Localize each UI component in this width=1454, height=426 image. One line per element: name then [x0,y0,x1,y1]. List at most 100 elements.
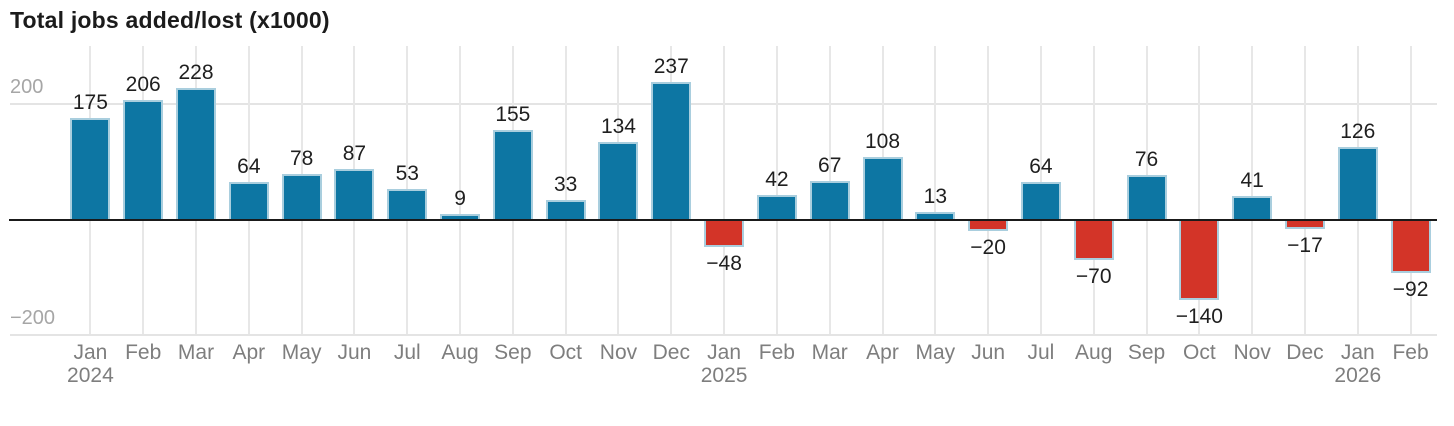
x-axis-month-label: Sep [494,341,532,364]
x-axis-month-label: May [915,341,956,364]
month-band: 53 [381,46,434,334]
bar-value-label: 64 [237,155,261,179]
x-axis-month-label: Nov [1233,341,1271,364]
x-axis-month-label: May [281,341,322,364]
bar-may [281,174,322,220]
y-axis-tick-label: −200 [10,307,56,329]
month-band: 228 [170,46,223,334]
x-axis-month-label: Nov [599,341,638,364]
bar-apr [228,182,269,220]
bar-aug [440,214,481,220]
month-band: 206 [117,46,170,334]
x-axis-month-label: Mar [811,341,848,364]
x-axis-label: Feb [1384,341,1437,364]
bar-value-label: 206 [125,73,161,97]
bar-value-label: 67 [818,153,842,177]
vertical-gridline [459,46,462,334]
x-axis-label: Jun [962,341,1015,364]
bar-value-label: −92 [1392,277,1429,301]
month-band: 9 [434,46,487,334]
bar-value-label: 13 [923,184,947,208]
month-band: −20 [962,46,1015,334]
x-axis-month-label: Oct [1183,341,1216,364]
bar-feb [123,100,164,220]
x-axis-month-label: Jul [1027,341,1055,364]
bar-value-label: 41 [1240,168,1264,192]
month-band: 87 [328,46,381,334]
vertical-gridline [564,46,567,334]
x-axis-label: Sep [486,341,539,364]
zero-axis-line [9,218,1437,221]
bar-value-label: −70 [1075,264,1112,288]
x-axis-label: Oct [1173,341,1226,364]
bar-feb [756,195,797,220]
vertical-gridline [1251,46,1254,334]
bar-mar [809,180,850,220]
x-axis-label: Jan 2025 [698,341,751,387]
x-axis-month-label: Aug [1075,341,1113,364]
bar-value-label: −48 [706,252,742,276]
bar-jan-2026 [1337,146,1378,220]
x-axis-month-label: Feb [125,341,162,364]
x-axis-label: Feb [751,341,804,364]
bar-value-label: 175 [72,91,108,115]
month-band: 175 [64,46,117,334]
x-axis-year-label: 2026 [1334,364,1382,387]
x-axis-month-label: Jan [73,341,108,364]
month-band: 155 [486,46,539,334]
bar-value-label: −140 [1175,305,1223,329]
x-axis-label: Aug [434,341,487,364]
bar-aug [1073,219,1114,260]
bar-value-label: 33 [553,173,578,197]
month-band: −48 [698,46,751,334]
month-band: 33 [539,46,592,334]
vertical-gridline [934,46,937,334]
x-axis-month-label: Sep [1127,341,1166,364]
bar-feb [1390,219,1431,273]
x-axis-label: Jan 2026 [1331,341,1384,387]
vertical-gridline [1198,46,1201,334]
x-axis-year-label: 2025 [700,364,748,387]
y-axis-tick-label: 200 [10,75,44,98]
x-axis-label: Jun [328,341,381,364]
x-axis-month-label: Apr [866,341,899,364]
bar-value-label: 237 [653,55,689,79]
x-axis-label: Sep [1120,341,1173,364]
bar-jun [334,169,375,220]
month-band: 126 [1331,46,1384,334]
bar-may [915,211,956,220]
bar-value-label: 78 [289,147,314,171]
bar-nov [1232,195,1273,220]
x-axis-year-label: 2024 [67,364,114,387]
bar-jan-2024 [70,118,111,220]
bar-value-label: 228 [178,60,214,84]
x-axis-label: Apr [222,341,275,364]
month-band: 78 [275,46,328,334]
x-axis-label: Apr [856,341,909,364]
bar-sep [1126,175,1167,220]
vertical-gridline [723,46,726,334]
month-band: 108 [856,46,909,334]
bar-dec [651,82,692,220]
chart-title: Total jobs added/lost (x1000) [10,7,330,33]
x-axis-month-label: Apr [232,341,266,364]
bar-value-label: 42 [765,168,789,192]
month-band: 64 [222,46,275,334]
vertical-gridline [775,46,778,334]
bar-dec [1284,219,1325,230]
bar-sep [492,129,533,220]
bar-value-label: 76 [1134,148,1159,172]
y-gridline [10,334,1437,336]
x-axis-label: Jan 2024 [64,341,117,387]
month-band: −140 [1173,46,1226,334]
x-axis-month-label: Jan [707,341,742,364]
x-axis-label: Feb [117,341,170,364]
x-axis-month-label: Jan [1340,341,1375,364]
bar-value-label: 126 [1340,119,1376,143]
bar-jun [968,219,1009,231]
month-band: 134 [592,46,645,334]
bar-value-label: 53 [395,161,419,185]
month-band: 67 [803,46,856,334]
x-axis-label: Jul [381,341,434,364]
x-axis-label: Mar [170,341,223,364]
